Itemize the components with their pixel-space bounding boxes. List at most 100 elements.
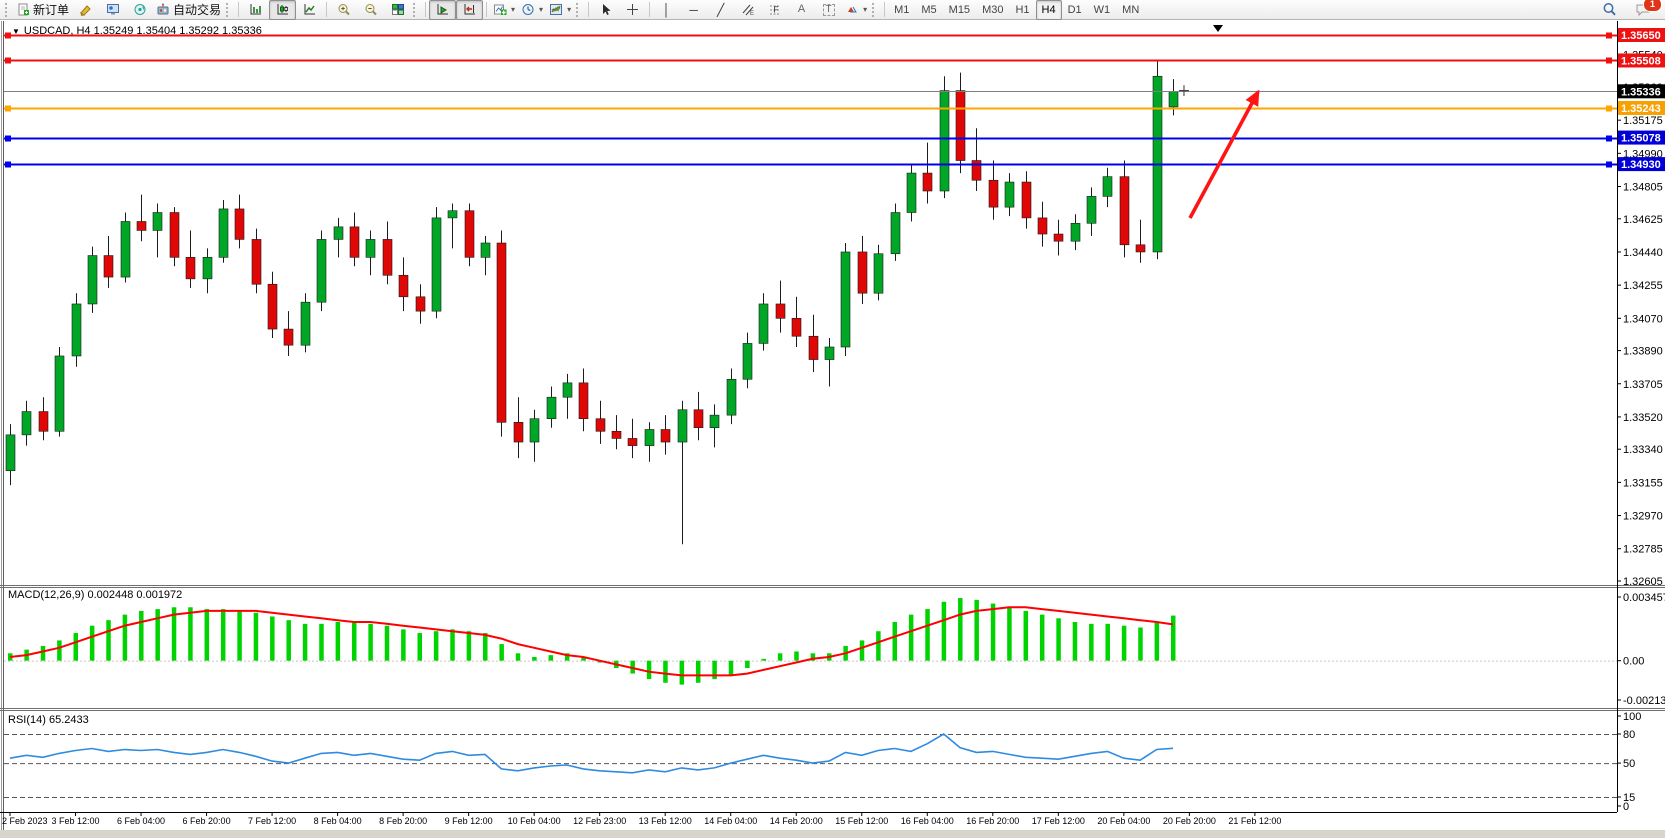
candle xyxy=(218,208,229,258)
time-axis-label: 15 Feb 12:00 xyxy=(835,816,888,826)
candle xyxy=(922,172,933,192)
periods-button[interactable]: ▾ xyxy=(518,0,546,20)
candle xyxy=(660,429,671,443)
cursor-button[interactable] xyxy=(592,0,619,20)
hline-handle[interactable] xyxy=(1606,161,1612,168)
toolbar-separator xyxy=(884,2,886,17)
symbol-dropdown-icon[interactable]: ▼ xyxy=(12,27,20,36)
auto-scroll-button[interactable] xyxy=(429,0,457,20)
notifications-button[interactable]: 1 xyxy=(1629,0,1662,20)
time-axis-label: 3 Feb 12:00 xyxy=(51,816,99,826)
styler-button[interactable] xyxy=(72,0,99,20)
macd-histogram-bar xyxy=(1023,610,1029,661)
timeframe-h1-button[interactable]: H1 xyxy=(1015,3,1030,16)
macd-histogram-bar xyxy=(1039,614,1045,661)
toolbar-grip[interactable] xyxy=(872,2,879,17)
candle xyxy=(431,217,442,312)
crosshair-icon xyxy=(627,4,639,15)
macd-histogram-bar xyxy=(433,631,439,661)
candle xyxy=(496,242,507,423)
time-axis-label: 9 Feb 12:00 xyxy=(445,816,493,826)
trendline-button[interactable]: ╱ xyxy=(707,0,734,20)
hline-handle[interactable] xyxy=(1606,105,1612,112)
arrows-button[interactable]: ▾ xyxy=(842,0,870,20)
hline-handle[interactable] xyxy=(5,32,11,39)
timeframe-m30-button[interactable]: M30 xyxy=(982,3,1004,16)
tile-windows-button[interactable] xyxy=(384,0,411,20)
crosshair-button[interactable] xyxy=(619,0,646,20)
terminal-button[interactable] xyxy=(99,0,126,20)
autotrading-button[interactable]: 自动交易 xyxy=(153,0,224,20)
time-axis-label: 16 Feb 04:00 xyxy=(901,816,954,826)
price-tick-label: 1.33890 xyxy=(1623,346,1663,358)
fibonacci-icon: F xyxy=(769,5,780,15)
timeframe-m5-button[interactable]: M5 xyxy=(921,3,937,16)
price-tick-label: 1.34440 xyxy=(1623,247,1663,259)
macd-histogram-bar xyxy=(1007,607,1012,661)
candle xyxy=(939,90,950,192)
price-tick-label: 1.33520 xyxy=(1623,412,1663,424)
text-label-button[interactable]: T xyxy=(815,0,842,20)
timeframe-m15-button[interactable]: M15 xyxy=(948,3,971,16)
zoom-out-button[interactable] xyxy=(357,0,384,20)
candle xyxy=(464,210,475,258)
candle xyxy=(1021,181,1032,219)
candle xyxy=(808,335,819,360)
text-button[interactable]: A xyxy=(788,0,815,20)
hline-handle[interactable] xyxy=(1606,135,1612,142)
candle xyxy=(480,242,491,258)
autotrading-label: 自动交易 xyxy=(173,3,222,17)
timeframe-h4-button[interactable]: H4 xyxy=(1035,0,1062,20)
fibonacci-button[interactable]: F xyxy=(761,0,788,20)
clock-icon xyxy=(522,4,534,15)
toolbar-grip[interactable] xyxy=(413,2,420,17)
line-chart-button[interactable] xyxy=(296,0,323,20)
chart-shift-button[interactable] xyxy=(456,0,484,20)
macd-histogram-bar xyxy=(777,653,783,661)
signals-button[interactable] xyxy=(126,0,153,20)
tile-windows-icon xyxy=(391,4,404,15)
equidistant-channel-button[interactable]: E xyxy=(734,0,761,20)
hline-handle[interactable] xyxy=(5,135,11,142)
macd-histogram-bar xyxy=(745,660,750,669)
toolbar-grip[interactable] xyxy=(226,2,233,17)
candle xyxy=(513,422,524,443)
svg-text:E: E xyxy=(750,11,754,16)
hline-handle[interactable] xyxy=(5,161,11,168)
candle xyxy=(447,210,458,219)
timeframe-m1-button[interactable]: M1 xyxy=(894,3,910,16)
toolbar-grip[interactable] xyxy=(576,2,583,17)
vertical-line-button[interactable]: │ xyxy=(653,0,680,20)
zoom-in-button[interactable] xyxy=(330,0,357,20)
indicators-button[interactable]: ▾ xyxy=(490,0,518,20)
arrows-icon xyxy=(848,6,857,13)
timeframe-w1-button[interactable]: W1 xyxy=(1093,3,1111,16)
price-tick-label: 1.32785 xyxy=(1623,544,1663,556)
macd-histogram-bar xyxy=(712,660,717,680)
search-button[interactable] xyxy=(1596,0,1623,20)
candle xyxy=(103,255,114,278)
price-badge xyxy=(1618,130,1665,145)
toolbar-separator xyxy=(486,2,488,17)
macd-histogram-bar xyxy=(335,621,341,661)
candle xyxy=(415,296,426,312)
rsi-tick-label: 15 xyxy=(1623,792,1635,804)
candle xyxy=(283,328,294,346)
timeframe-mn-button[interactable]: MN xyxy=(1122,3,1140,16)
hline-handle[interactable] xyxy=(5,57,11,64)
candlestick-chart-button[interactable] xyxy=(269,0,297,20)
price-tick-label: 1.33705 xyxy=(1623,379,1663,391)
hline-handle[interactable] xyxy=(1606,57,1612,64)
templates-button[interactable]: ▾ xyxy=(546,0,574,20)
horizontal-line-button[interactable]: ─ xyxy=(680,0,707,20)
toolbar-grip[interactable] xyxy=(5,2,12,17)
annotation-arrow[interactable] xyxy=(1188,89,1260,219)
macd-histogram-bar xyxy=(548,655,554,661)
hline-handle[interactable] xyxy=(1606,32,1612,39)
bar-chart-button[interactable] xyxy=(242,0,269,20)
object-anchor-triangle[interactable] xyxy=(1213,25,1223,32)
timeframe-d1-button[interactable]: D1 xyxy=(1067,3,1082,16)
hline-handle[interactable] xyxy=(5,105,11,112)
new-order-button[interactable]: 新订单 xyxy=(14,0,72,20)
